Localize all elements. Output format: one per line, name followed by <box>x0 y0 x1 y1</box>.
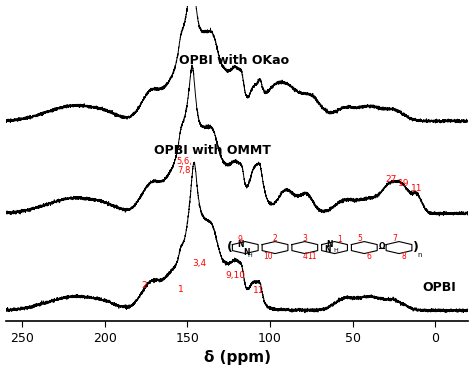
Text: n: n <box>417 252 422 258</box>
Text: OPBI with OMMT: OPBI with OMMT <box>155 144 271 157</box>
Text: 11: 11 <box>253 286 264 295</box>
Text: 11: 11 <box>308 252 317 261</box>
Text: (: ( <box>227 241 233 254</box>
Text: 2: 2 <box>142 281 147 290</box>
Text: 2: 2 <box>273 234 277 243</box>
Text: N: N <box>325 245 331 254</box>
Text: 3: 3 <box>302 234 307 243</box>
Text: N: N <box>237 240 244 249</box>
Text: 6: 6 <box>366 252 371 261</box>
Text: 19: 19 <box>398 180 410 188</box>
Text: 8: 8 <box>401 252 406 261</box>
Text: 10: 10 <box>263 252 273 261</box>
Text: 4: 4 <box>302 252 307 261</box>
X-axis label: δ (ppm): δ (ppm) <box>203 351 271 365</box>
Text: O: O <box>378 243 385 252</box>
Text: 3,4: 3,4 <box>192 259 206 268</box>
Text: 27: 27 <box>385 175 396 184</box>
Text: 11: 11 <box>411 184 423 193</box>
Text: 9: 9 <box>238 235 243 244</box>
Text: 7: 7 <box>392 234 397 243</box>
Text: H: H <box>334 248 338 253</box>
Text: 1: 1 <box>178 285 183 294</box>
Text: 9,10: 9,10 <box>225 271 246 280</box>
Text: ): ) <box>413 241 419 254</box>
Text: N: N <box>326 240 333 249</box>
Text: 5,6,
7,8: 5,6, 7,8 <box>176 157 192 175</box>
Text: 5: 5 <box>357 234 362 243</box>
Text: OPBI: OPBI <box>422 281 456 294</box>
Text: OPBI with OKao: OPBI with OKao <box>179 55 289 68</box>
Text: 1: 1 <box>337 235 342 244</box>
Text: N: N <box>244 248 250 257</box>
Text: H: H <box>248 253 253 258</box>
